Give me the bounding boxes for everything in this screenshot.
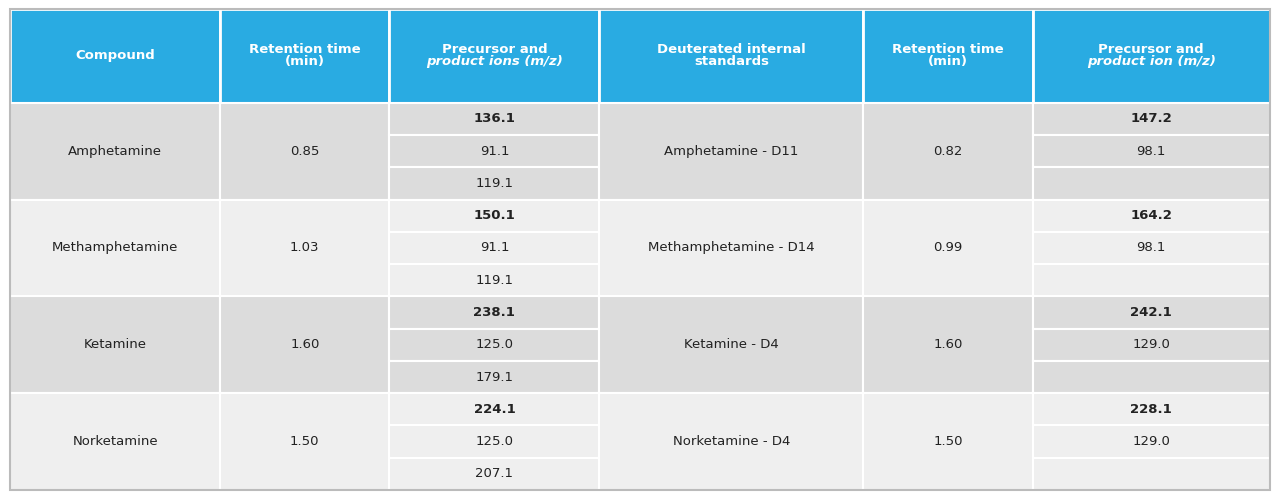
Bar: [220, 9, 389, 103]
Text: Ketamine: Ketamine: [83, 338, 147, 351]
Text: 150.1: 150.1: [474, 209, 516, 222]
Text: 242.1: 242.1: [1130, 306, 1172, 319]
Text: 147.2: 147.2: [1130, 112, 1172, 125]
Text: (min): (min): [928, 55, 968, 68]
Text: 1.50: 1.50: [291, 435, 320, 448]
Text: Deuterated internal: Deuterated internal: [657, 43, 806, 56]
Bar: [389, 232, 599, 264]
Text: Amphetamine - D11: Amphetamine - D11: [664, 145, 799, 158]
Text: 119.1: 119.1: [475, 274, 513, 287]
Text: 1.50: 1.50: [933, 435, 963, 448]
Text: 91.1: 91.1: [480, 145, 509, 158]
Bar: [864, 103, 1033, 200]
Text: 207.1: 207.1: [475, 468, 513, 481]
Bar: [10, 103, 220, 200]
Bar: [389, 329, 599, 361]
Text: 91.1: 91.1: [480, 242, 509, 254]
Bar: [220, 103, 389, 200]
Text: Retention time: Retention time: [250, 43, 361, 56]
Bar: [10, 9, 220, 103]
Text: Amphetamine: Amphetamine: [68, 145, 163, 158]
Bar: [1033, 426, 1270, 458]
Text: 98.1: 98.1: [1137, 242, 1166, 254]
Bar: [1033, 458, 1270, 490]
Text: Methamphetamine: Methamphetamine: [52, 242, 178, 254]
Bar: [599, 393, 864, 490]
Text: 0.85: 0.85: [291, 145, 320, 158]
Bar: [1033, 103, 1270, 135]
Text: 164.2: 164.2: [1130, 209, 1172, 222]
Text: 0.99: 0.99: [933, 242, 963, 254]
Text: 1.60: 1.60: [291, 338, 320, 351]
Bar: [1033, 200, 1270, 232]
Bar: [389, 426, 599, 458]
Text: 136.1: 136.1: [474, 112, 516, 125]
Bar: [864, 9, 1033, 103]
Bar: [1033, 135, 1270, 167]
Bar: [599, 296, 864, 393]
Text: (min): (min): [285, 55, 325, 68]
Text: 129.0: 129.0: [1133, 338, 1170, 351]
Text: 0.82: 0.82: [933, 145, 963, 158]
Bar: [10, 200, 220, 296]
Text: 125.0: 125.0: [475, 435, 513, 448]
Text: product ion (m/z): product ion (m/z): [1087, 55, 1216, 68]
Bar: [1033, 264, 1270, 296]
Bar: [1033, 361, 1270, 393]
Bar: [389, 200, 599, 232]
Text: 129.0: 129.0: [1133, 435, 1170, 448]
Text: 224.1: 224.1: [474, 403, 516, 416]
Bar: [389, 9, 599, 103]
Bar: [220, 200, 389, 296]
Text: Norketamine: Norketamine: [73, 435, 157, 448]
Bar: [864, 393, 1033, 490]
Text: 125.0: 125.0: [475, 338, 513, 351]
Text: 238.1: 238.1: [474, 306, 516, 319]
Bar: [864, 200, 1033, 296]
Text: Precursor and: Precursor and: [1098, 43, 1204, 56]
Bar: [389, 135, 599, 167]
Bar: [1033, 167, 1270, 200]
Text: Retention time: Retention time: [892, 43, 1004, 56]
Text: 1.60: 1.60: [933, 338, 963, 351]
Bar: [220, 393, 389, 490]
Text: product ions (m/z): product ions (m/z): [426, 55, 563, 68]
Text: Ketamine - D4: Ketamine - D4: [684, 338, 778, 351]
Bar: [220, 296, 389, 393]
Text: Methamphetamine - D14: Methamphetamine - D14: [648, 242, 815, 254]
Text: 228.1: 228.1: [1130, 403, 1172, 416]
Bar: [1033, 296, 1270, 329]
Bar: [1033, 232, 1270, 264]
Bar: [864, 296, 1033, 393]
Text: 119.1: 119.1: [475, 177, 513, 190]
Bar: [389, 393, 599, 426]
Bar: [389, 264, 599, 296]
Bar: [1033, 9, 1270, 103]
Text: Compound: Compound: [76, 49, 155, 62]
Bar: [389, 458, 599, 490]
Bar: [599, 103, 864, 200]
Text: 179.1: 179.1: [475, 371, 513, 384]
Bar: [10, 296, 220, 393]
Text: 98.1: 98.1: [1137, 145, 1166, 158]
Bar: [599, 200, 864, 296]
Bar: [389, 167, 599, 200]
Text: Precursor and: Precursor and: [442, 43, 548, 56]
Text: 1.03: 1.03: [291, 242, 320, 254]
Bar: [1033, 393, 1270, 426]
Text: Norketamine - D4: Norketamine - D4: [673, 435, 790, 448]
Bar: [389, 296, 599, 329]
Text: standards: standards: [694, 55, 769, 68]
Bar: [10, 393, 220, 490]
Bar: [389, 361, 599, 393]
Bar: [389, 103, 599, 135]
Bar: [1033, 329, 1270, 361]
Bar: [599, 9, 864, 103]
